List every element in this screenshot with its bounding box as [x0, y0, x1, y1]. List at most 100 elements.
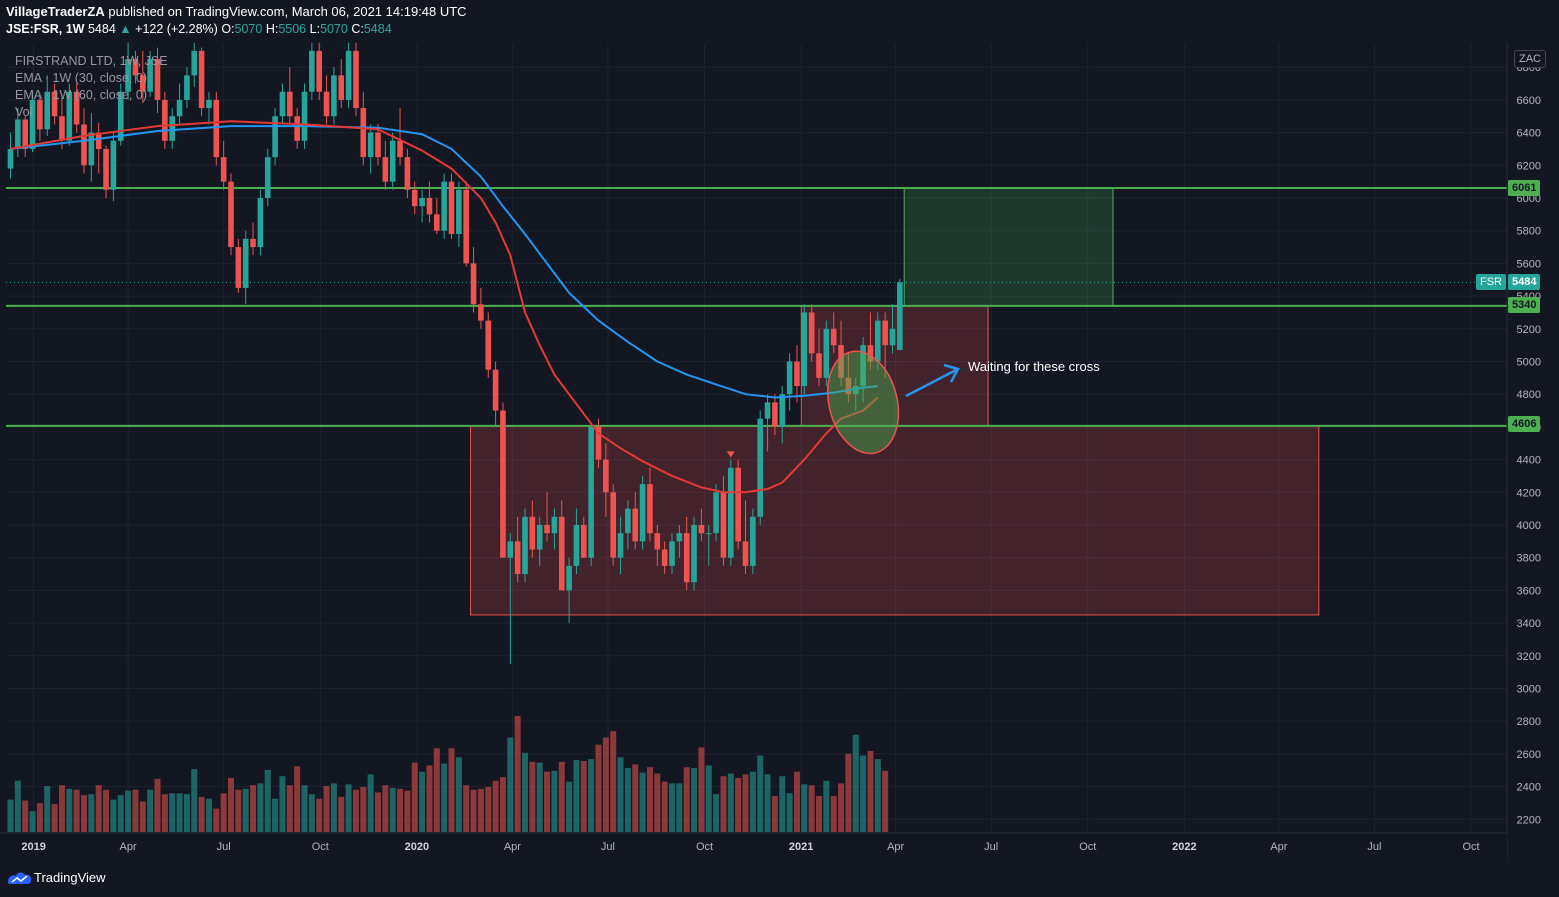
volume-bar: [176, 793, 183, 832]
candle-up: [264, 157, 271, 198]
candle-down: [154, 59, 161, 100]
volume-bar: [169, 793, 176, 832]
candle-up: [117, 91, 124, 141]
candle-up: [676, 533, 683, 542]
price-tick: 6000: [1517, 193, 1541, 205]
volume-bar: [411, 762, 418, 832]
volume-bar: [375, 792, 381, 832]
volume-bar: [81, 795, 87, 832]
candle-down: [162, 99, 168, 141]
candle-up: [551, 516, 558, 534]
candle-down: [323, 91, 330, 117]
last-price: 5484: [87, 22, 116, 36]
volume-bar: [29, 811, 36, 832]
volume-bar: [330, 783, 337, 832]
volume-bar: [676, 783, 683, 832]
volume-bar: [683, 767, 690, 832]
close-value: 5484: [363, 22, 392, 36]
price-tick: 5000: [1517, 357, 1541, 369]
volume-bar: [816, 796, 822, 832]
volume-bar: [793, 771, 800, 832]
candle-down: [808, 312, 815, 354]
volume-bar: [624, 768, 631, 832]
time-tick: 2019: [21, 841, 45, 853]
volume-bar: [272, 798, 279, 832]
volume-bar: [308, 794, 315, 832]
candle-up: [419, 198, 425, 207]
candlesticks: [7, 42, 903, 664]
candle-up: [713, 492, 719, 534]
legend-volume[interactable]: Vol: [15, 105, 33, 119]
volume-bar: [573, 760, 580, 832]
price-tick: 2600: [1517, 749, 1541, 761]
volume-bars: [7, 715, 889, 832]
legend-ema60[interactable]: EMA · 1W (60, close, 0): [15, 88, 147, 102]
volume-bar: [455, 757, 462, 832]
candle-up: [257, 198, 264, 248]
annotation-text[interactable]: Waiting for these cross: [968, 359, 1100, 374]
low-label: L:: [309, 22, 321, 36]
volume-bar: [360, 787, 367, 832]
up-arrow-icon: ▲: [119, 22, 132, 36]
author-name[interactable]: VillageTraderZA: [6, 4, 105, 19]
candle-down: [478, 304, 484, 321]
level-badge-6061: 6061: [1508, 180, 1541, 196]
chart-legend: FIRSTRAND LTD, 1W, JSE EMA · 1W (30, clo…: [15, 53, 168, 121]
candle-up: [176, 99, 183, 117]
volume-bar: [382, 785, 389, 832]
price-tick: 6400: [1517, 128, 1541, 140]
ema-30-line: [10, 120, 879, 494]
currency-label[interactable]: ZAC: [1514, 50, 1546, 68]
volume-bar: [154, 778, 161, 832]
price-tick: 5800: [1517, 226, 1541, 238]
price-tick: 5600: [1517, 258, 1541, 270]
candle-up: [764, 402, 771, 419]
candle-down: [772, 402, 778, 427]
volume-bar: [882, 770, 889, 832]
volume-bar: [139, 801, 146, 832]
tradingview-logo-icon[interactable]: [7, 870, 33, 886]
volume-bar: [764, 774, 771, 832]
volume-bar: [602, 737, 609, 832]
legend-ema30[interactable]: EMA · 1W (30, close, 0): [15, 71, 147, 85]
time-axis-bg: [0, 833, 1507, 862]
candle-up: [29, 99, 36, 149]
volume-bar: [88, 794, 95, 832]
time-tick: Jul: [217, 841, 231, 853]
volume-bar: [874, 759, 881, 832]
volume-bar: [727, 773, 734, 832]
legend-title[interactable]: FIRSTRAND LTD, 1W, JSE: [15, 54, 168, 68]
time-tick: Apr: [1270, 841, 1287, 853]
candle-up: [588, 426, 594, 558]
price-tick: 4000: [1517, 520, 1541, 532]
volume-bar: [522, 752, 528, 832]
volume-bar: [808, 785, 815, 832]
volume-bar: [507, 737, 514, 832]
candle-up: [272, 116, 278, 158]
volume-bar: [183, 794, 190, 832]
volume-bar: [492, 780, 499, 832]
price-tick: 6200: [1517, 160, 1541, 172]
volume-bar: [323, 786, 330, 832]
candle-up: [691, 525, 697, 583]
volume-bar: [404, 790, 411, 832]
candle-up: [860, 345, 866, 387]
volume-bar: [617, 757, 624, 832]
candle-down: [294, 116, 300, 141]
candle-down: [220, 157, 227, 182]
candle-down: [661, 549, 668, 566]
candle-up: [639, 484, 646, 542]
candle-up: [7, 148, 14, 169]
candle-down: [81, 124, 87, 166]
ohlc-line: JSE:FSR, 1W 5484 ▲ +122 (+2.28%) O:5070 …: [6, 22, 392, 36]
zone-red: [800, 305, 989, 427]
horizontal-levels: [6, 187, 1507, 427]
volume-bar: [551, 770, 558, 832]
price-tick: 5200: [1517, 324, 1541, 336]
tradingview-brand[interactable]: TradingView: [34, 870, 106, 885]
candle-up: [801, 312, 808, 387]
volume-bar: [566, 781, 573, 832]
candle-down: [338, 75, 345, 100]
